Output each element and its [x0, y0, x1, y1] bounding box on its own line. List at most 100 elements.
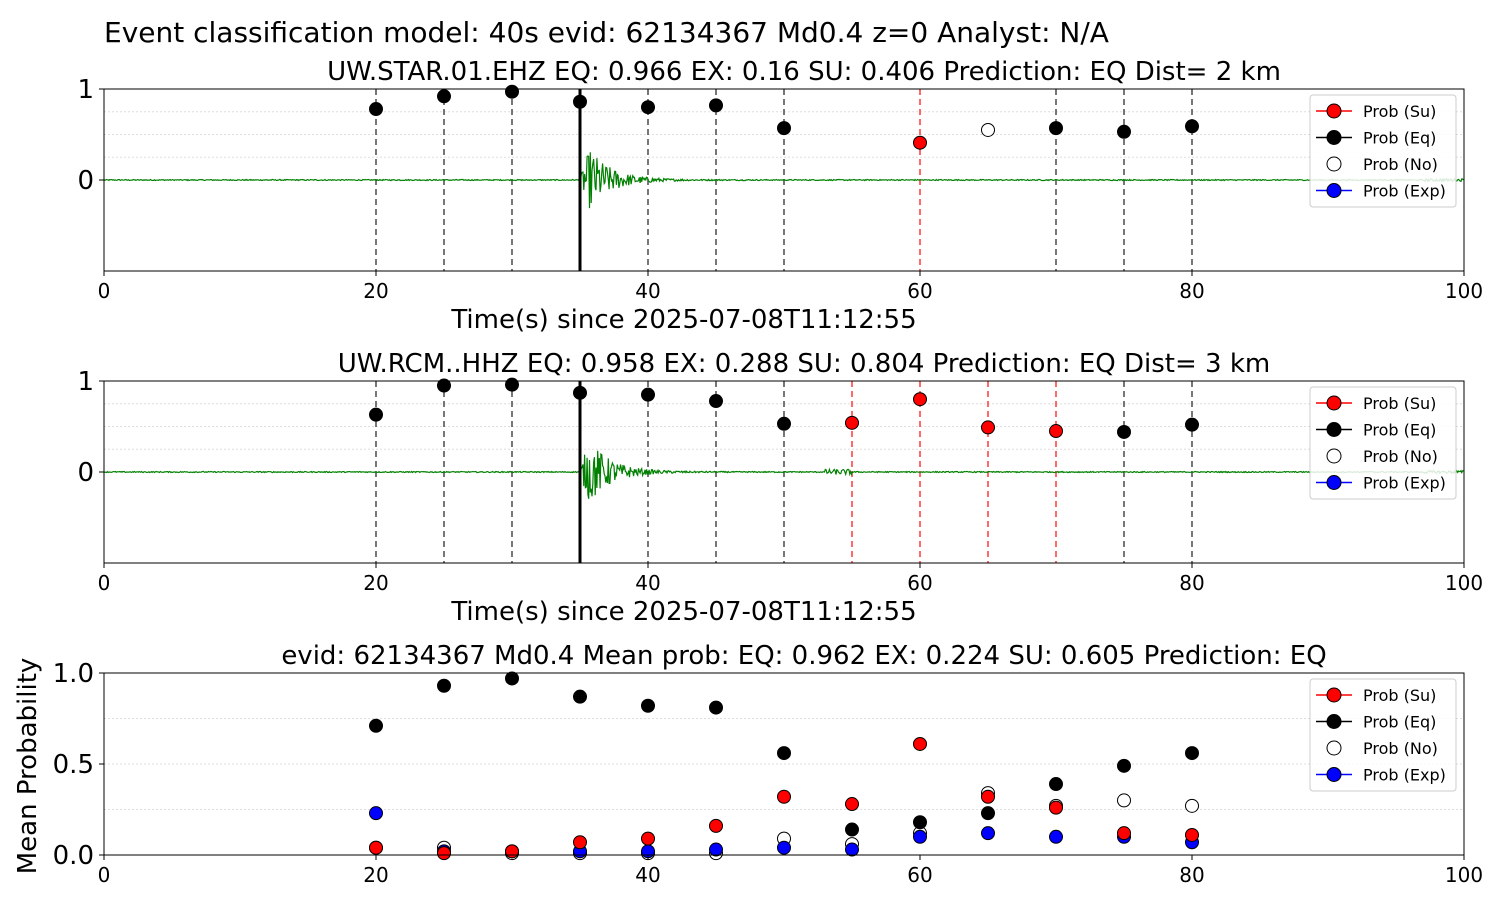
mean-prob-marker	[1185, 746, 1199, 761]
figure-suptitle: Event classification model: 40s evid: 62…	[104, 16, 1109, 49]
legend-box	[1309, 94, 1457, 208]
mean-prob-marker	[981, 806, 995, 821]
mean-prob-marker	[641, 698, 655, 713]
mean-prob-marker	[913, 815, 927, 830]
mean-prob-marker	[777, 746, 791, 761]
x-tick-label: 20	[363, 863, 388, 887]
mean-prob-marker	[845, 842, 859, 857]
prob-marker	[369, 102, 383, 117]
legend-label: Prob (Su)	[1363, 394, 1436, 413]
legend-label: Prob (Eq)	[1363, 421, 1436, 440]
legend-marker	[1326, 103, 1342, 119]
prob-marker	[437, 378, 451, 393]
legend-marker	[1326, 448, 1342, 464]
mean-prob-marker	[1117, 758, 1131, 773]
prob-marker	[573, 94, 587, 109]
mean-prob-marker	[1185, 827, 1199, 842]
prob-marker	[709, 394, 723, 409]
y-tick-label: 1	[77, 367, 94, 397]
mean-prob-marker	[777, 840, 791, 855]
mean-prob-marker	[1049, 800, 1063, 815]
prob-marker	[1117, 424, 1131, 439]
panel-3: evid: 62134367 Md0.4 Mean prob: EQ: 0.96…	[13, 641, 1483, 887]
y-tick-label: 0.0	[53, 841, 94, 871]
legend-label: Prob (Exp)	[1363, 474, 1446, 493]
legend-marker	[1326, 156, 1342, 172]
x-tick-label: 60	[907, 571, 932, 595]
mean-prob-marker	[845, 822, 859, 837]
x-tick-label: 40	[635, 279, 660, 303]
prob-marker	[1049, 424, 1063, 439]
prob-marker	[1049, 121, 1063, 136]
legend-label: Prob (No)	[1363, 447, 1438, 466]
prob-marker	[709, 98, 723, 113]
prob-marker	[981, 420, 995, 435]
y-tick-label: 0	[77, 458, 94, 488]
legend-label: Prob (Eq)	[1363, 713, 1436, 732]
mean-prob-marker	[505, 844, 519, 859]
legend-marker	[1326, 422, 1342, 437]
panel-title: UW.STAR.01.EHZ EQ: 0.966 EX: 0.16 SU: 0.…	[327, 57, 1281, 87]
prob-marker	[369, 407, 383, 422]
legend-label: Prob (No)	[1363, 739, 1438, 758]
legend-marker	[1326, 714, 1342, 729]
x-tick-label: 80	[1179, 571, 1204, 595]
x-tick-label: 0	[98, 863, 111, 887]
x-tick-label: 100	[1445, 863, 1483, 887]
mean-prob-marker	[981, 826, 995, 841]
y-tick-label: 1	[77, 75, 94, 105]
legend-marker	[1326, 130, 1342, 145]
x-tick-label: 60	[907, 863, 932, 887]
prob-marker	[777, 416, 791, 431]
prob-marker	[913, 392, 927, 407]
axes-frame	[103, 672, 1465, 856]
legend-label: Prob (Exp)	[1363, 766, 1446, 785]
legend-label: Prob (Exp)	[1363, 182, 1446, 201]
x-axis-label: Time(s) since 2025-07-08T11:12:55	[450, 305, 916, 335]
mean-prob-marker	[913, 829, 927, 844]
legend-marker	[1326, 687, 1342, 703]
prob-marker	[573, 385, 587, 400]
y-tick-label: 1.0	[53, 659, 94, 689]
axes-frame	[103, 380, 1465, 564]
mean-prob-marker	[505, 671, 519, 686]
x-tick-label: 40	[635, 571, 660, 595]
legend-box	[1309, 386, 1457, 500]
x-tick-label: 20	[363, 279, 388, 303]
legend-marker	[1326, 475, 1342, 490]
prob-marker	[641, 100, 655, 115]
prob-marker	[981, 122, 995, 137]
panel-1: UW.STAR.01.EHZ EQ: 0.966 EX: 0.16 SU: 0.…	[77, 57, 1483, 335]
mean-prob-marker	[981, 789, 995, 804]
prob-marker	[437, 89, 451, 104]
prob-marker	[641, 387, 655, 402]
panel-2: UW.RCM..HHZ EQ: 0.958 EX: 0.288 SU: 0.80…	[77, 349, 1483, 627]
mean-prob-marker	[1117, 826, 1131, 841]
panel-title: UW.RCM..HHZ EQ: 0.958 EX: 0.288 SU: 0.80…	[338, 349, 1270, 379]
y-tick-label: 0.5	[53, 750, 94, 780]
mean-prob-marker	[1185, 798, 1199, 813]
y-tick-label: 0	[77, 166, 94, 196]
x-tick-label: 100	[1445, 571, 1483, 595]
mean-prob-marker	[369, 718, 383, 733]
mean-prob-marker	[709, 842, 723, 857]
mean-prob-marker	[573, 835, 587, 850]
x-tick-label: 0	[98, 279, 111, 303]
x-tick-label: 100	[1445, 279, 1483, 303]
x-tick-label: 20	[363, 571, 388, 595]
x-tick-label: 40	[635, 863, 660, 887]
x-axis-label: Time(s) since 2025-07-08T11:12:55	[450, 597, 916, 627]
prob-marker	[913, 135, 927, 150]
legend-label: Prob (Eq)	[1363, 129, 1436, 148]
prob-marker	[1185, 417, 1199, 432]
mean-prob-marker	[437, 846, 451, 861]
mean-prob-marker	[369, 840, 383, 855]
legend-label: Prob (Su)	[1363, 686, 1436, 705]
x-tick-label: 0	[98, 571, 111, 595]
legend-label: Prob (Su)	[1363, 102, 1436, 121]
legend-marker	[1326, 767, 1342, 782]
prob-marker	[505, 84, 519, 99]
legend-marker	[1326, 395, 1342, 411]
panel-title: evid: 62134367 Md0.4 Mean prob: EQ: 0.96…	[281, 641, 1326, 671]
